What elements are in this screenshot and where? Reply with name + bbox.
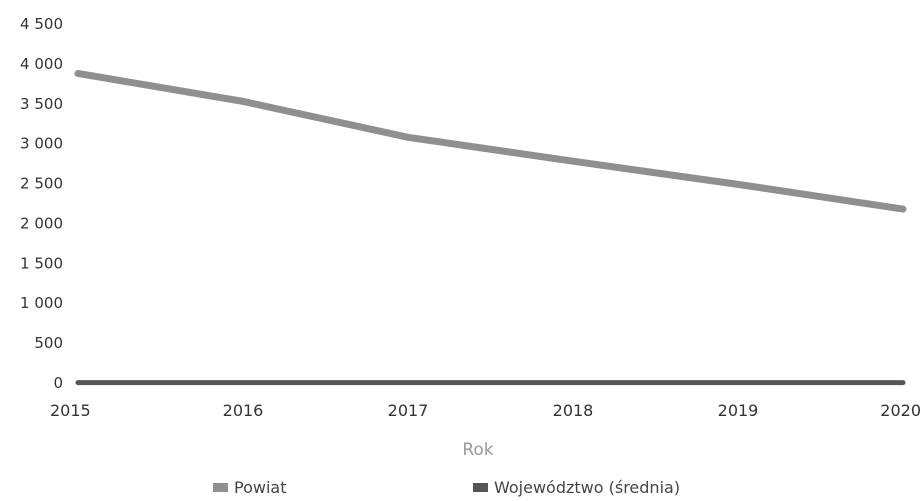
y-tick-label: 1 500: [20, 254, 63, 272]
y-tick-label: 3 500: [20, 95, 63, 113]
legend-label-wojewodztwo: Województwo (średnia): [494, 478, 681, 497]
x-axis-ticks: 2015 2016 2017 2018 2019 2020: [50, 401, 921, 420]
x-tick-label: 2015: [50, 401, 91, 420]
line-chart: 0 500 1 000 1 500 2 000 2 500 3 000 3 500 4 000 4…: [20, 15, 921, 460]
y-tick-label: 4 500: [20, 15, 63, 33]
y-tick-label: 4 000: [20, 55, 63, 73]
x-tick-label: 2018: [553, 401, 594, 420]
legend-swatch-powiat: [213, 483, 228, 492]
legend: Powiat Województwo (średnia): [0, 478, 924, 500]
y-tick-label: 0: [53, 374, 63, 392]
legend-label-powiat: Powiat: [234, 478, 287, 497]
legend-swatch-wojewodztwo: [473, 483, 488, 492]
x-axis-title: Rok: [462, 440, 493, 460]
series-lines: [74, 69, 907, 386]
y-tick-label: 2 000: [20, 214, 63, 232]
y-tick-label: 2 500: [20, 175, 63, 193]
y-axis-ticks: 0 500 1 000 1 500 2 000 2 500 3 000 3 500 4 000 4…: [20, 15, 63, 392]
y-tick-label: 3 000: [20, 135, 63, 153]
x-tick-label: 2017: [388, 401, 429, 420]
legend-item-powiat[interactable]: Powiat: [213, 478, 286, 497]
x-tick-label: 2016: [223, 401, 264, 420]
y-tick-label: 1 000: [20, 294, 63, 312]
legend-item-wojewodztwo[interactable]: Województwo (średnia): [473, 478, 680, 497]
x-tick-label: 2019: [718, 401, 759, 420]
x-tick-label: 2020: [880, 401, 921, 420]
series-line-0: [74, 69, 907, 213]
y-tick-label: 500: [34, 334, 63, 352]
